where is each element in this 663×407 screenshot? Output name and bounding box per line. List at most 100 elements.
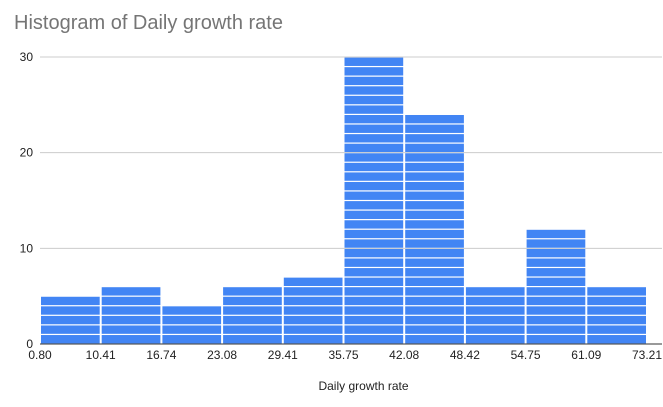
histogram-bar [344, 57, 404, 344]
bar-segment [223, 287, 282, 296]
bar-segment [405, 134, 464, 143]
bar-segment [101, 315, 161, 325]
bar-segment [405, 277, 464, 286]
bar-segment [526, 315, 586, 325]
y-tick-label: 20 [20, 146, 34, 160]
y-tick-label: 30 [20, 50, 34, 64]
bar-segment [344, 95, 404, 105]
x-tick-label: 48.42 [450, 348, 480, 362]
bar-segment [344, 268, 404, 277]
bar-segment [526, 239, 586, 248]
bar-segment [526, 258, 586, 267]
bar-segment [41, 296, 100, 306]
bar-segment [526, 277, 586, 286]
x-tick-label: 16.74 [146, 348, 176, 362]
x-tick-label: 10.41 [86, 348, 116, 362]
bar-segment [405, 287, 464, 296]
bar-segment [283, 306, 343, 315]
bar-segment [405, 124, 464, 133]
x-tick-label: 73.21 [632, 348, 662, 362]
bar-segment [405, 229, 464, 239]
bar-segment [526, 287, 586, 296]
x-tick-label: 35.75 [328, 348, 358, 362]
histogram-bar [526, 229, 586, 344]
bar-segment [283, 287, 343, 296]
bar-segment [344, 86, 404, 95]
bar-segment [405, 268, 464, 277]
bar-segment [344, 57, 404, 66]
bar-segment [405, 143, 464, 153]
bar-segment [465, 325, 525, 334]
bar-segment [405, 181, 464, 191]
bar-segment [344, 258, 404, 267]
bar-segment [344, 335, 404, 344]
bar-segment [465, 296, 525, 306]
bar-segment [405, 201, 464, 210]
bar-segment [405, 296, 464, 306]
bar-segment [405, 153, 464, 162]
histogram-bar [405, 115, 464, 344]
bar-segment [344, 296, 404, 306]
bar-segment [41, 306, 100, 315]
bar-segment [587, 287, 646, 296]
histogram-bar [162, 306, 222, 344]
bar-segment [283, 315, 343, 325]
bar-segment [405, 248, 464, 258]
bar-segment [283, 335, 343, 344]
bar-segment [344, 115, 404, 124]
x-tick-label: 23.08 [207, 348, 237, 362]
histogram-bar [465, 287, 525, 344]
bar-segment [344, 239, 404, 248]
bar-segment [344, 191, 404, 200]
bar-segment [101, 296, 161, 306]
bar-segment [587, 335, 646, 344]
bar-segment [587, 296, 646, 306]
bar-segment [162, 306, 222, 315]
x-tick-label: 0.80 [28, 348, 52, 362]
bar-segment [344, 172, 404, 181]
bar-segment [101, 287, 161, 296]
x-tick-label: 61.09 [571, 348, 601, 362]
bar-segment [526, 325, 586, 334]
bar-segment [405, 315, 464, 325]
bars [41, 57, 646, 344]
bar-segment [405, 162, 464, 172]
bar-segment [344, 124, 404, 133]
bar-segment [223, 325, 282, 334]
bar-segment [162, 325, 222, 334]
bar-segment [526, 296, 586, 306]
histogram-bar [223, 287, 282, 344]
bar-segment [405, 325, 464, 334]
bar-segment [465, 315, 525, 325]
histogram-bar [101, 287, 161, 344]
bar-segment [344, 181, 404, 191]
bar-segment [101, 325, 161, 334]
bar-segment [101, 306, 161, 315]
x-tick-labels: 0.80 10.41 16.74 23.08 29.41 35.75 42.08 48.42 5… [28, 348, 662, 362]
bar-segment [405, 306, 464, 315]
bar-segment [405, 172, 464, 181]
bar-segment [587, 315, 646, 325]
x-tick-label: 54.75 [511, 348, 541, 362]
bar-segment [344, 162, 404, 172]
y-tick-label: 0 [26, 337, 33, 351]
bar-segment [344, 143, 404, 153]
bar-segment [526, 335, 586, 344]
bar-segment [344, 229, 404, 239]
bar-segment [344, 248, 404, 258]
chart-title: Histogram of Daily growth rate [14, 12, 283, 34]
bar-segment [465, 306, 525, 315]
bar-segment [223, 315, 282, 325]
bar-segment [405, 220, 464, 229]
bar-segment [223, 296, 282, 306]
bar-segment [405, 258, 464, 267]
bar-segment [344, 201, 404, 210]
bar-segment [465, 287, 525, 296]
histogram-bar [283, 277, 343, 344]
bar-segment [283, 277, 343, 286]
histogram-bar [587, 287, 646, 344]
x-tick-label: 29.41 [268, 348, 298, 362]
bar-segment [101, 335, 161, 344]
x-axis-title: Daily growth rate [318, 379, 408, 393]
bar-segment [223, 306, 282, 315]
